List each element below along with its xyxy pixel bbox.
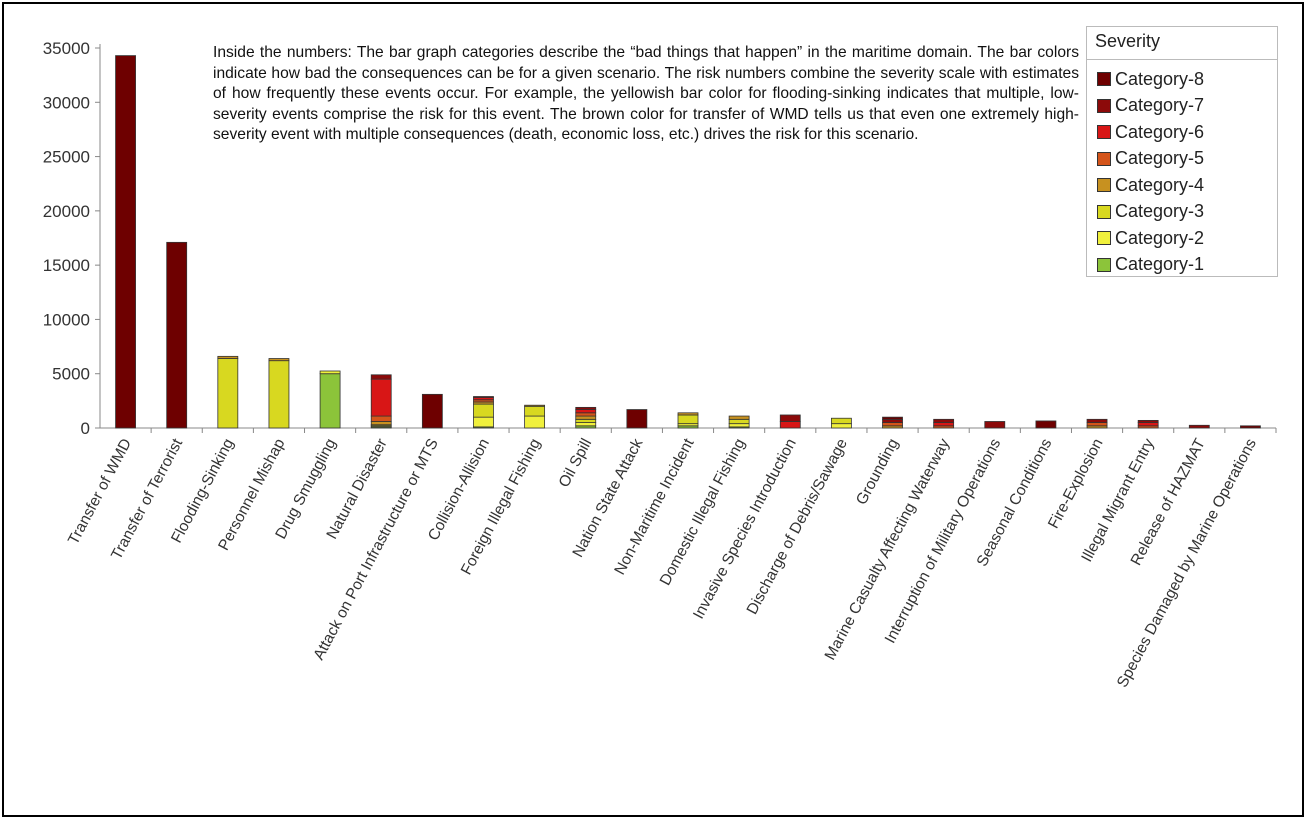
legend-swatch [1097,125,1111,139]
legend-label: Category-3 [1115,201,1205,221]
bar-segment-category-3 [217,358,239,429]
legend-swatch [1097,231,1111,245]
bar-segment-category-4 [524,404,546,407]
bar-segment-category-7 [1086,418,1108,423]
legend-title: Severity [1095,31,1161,51]
legend-item-category-3: Category-3 [1097,200,1204,224]
bar-segment-category-8 [1240,425,1261,429]
bar-segment-category-6 [779,421,801,429]
legend-swatch [1097,98,1111,113]
bar-segment-category-5 [1086,422,1108,427]
bar-segment-category-7 [882,418,903,423]
x-tick-label: Fire-Explosion [1045,436,1107,531]
bar-segment-category-3 [268,360,290,429]
bar-segment-category-3 [677,414,699,425]
bar-segment-category-4 [575,415,597,420]
bar-segment-category-7 [984,421,1006,429]
x-tick-label: Discharge of Debris/Sawage [744,436,851,617]
bar-segment-category-8 [1035,420,1057,429]
legend-swatch [1097,151,1111,166]
legend-label: Category-1 [1115,254,1205,274]
bar-segment-category-2 [319,370,341,375]
bar-segment-category-8 [115,55,136,429]
legend: Severity Category-8 Category-7 Category-6 C… [1086,26,1278,277]
bar-segment-category-8 [626,409,648,429]
y-tick-label: 35000 [43,39,90,58]
legend-item-category-7: Category-7 [1097,94,1204,118]
legend-swatch [1097,204,1111,219]
y-tick-label: 15000 [43,256,90,275]
legend-divider [1087,59,1277,60]
y-tick-label: 30000 [43,93,90,112]
legend-label: Category-7 [1115,95,1205,115]
chart-annotation: Inside the numbers: The bar graph catego… [213,44,1079,143]
bar-segment-category-8 [421,393,443,429]
legend-item-category-2: Category-2 [1097,226,1204,250]
bar-segment-category-3 [524,405,546,417]
legend-swatch [1097,257,1111,272]
bar-segment-category-7 [473,396,494,398]
legend-swatch [1097,178,1111,192]
bar-segment-category-1 [319,373,341,429]
x-tick-label: Grounding [853,436,902,508]
bar-segment-category-3 [728,418,750,425]
legend-label: Category-4 [1115,174,1205,195]
bar-segment-category-5 [575,412,597,417]
bar-segment-category-8 [166,241,188,429]
legend-item-category-8: Category-8 [1097,67,1204,91]
legend-item-category-5: Category-5 [1097,147,1204,171]
legend-swatch [1097,72,1111,86]
bar-segment-category-7 [370,374,392,380]
y-tick-label: 0 [81,419,90,438]
bar-segment-category-7 [933,418,955,423]
legend-label: Category-2 [1115,227,1205,248]
bar-segment-category-6 [370,378,392,417]
bar-segment-category-7 [575,406,597,410]
bar-segment-category-7 [779,414,801,422]
y-tick-label: 5000 [52,365,90,384]
bar-segment-category-5 [370,415,392,422]
legend-label: Category-6 [1115,121,1205,142]
y-tick-labels: 0 5000 10000 15000 20000 25000 30000 35000 [43,39,90,438]
bar-segment-category-2 [728,423,750,428]
legend-item-category-6: Category-6 [1097,120,1204,144]
bar-segment-category-8 [882,416,903,420]
bar-segment-category-2 [575,422,597,427]
y-tick-label: 20000 [43,202,90,221]
legend-label: Category-5 [1115,148,1205,168]
bar-segment-category-4 [728,415,750,420]
bar-segment-category-6 [933,422,955,427]
bar-segment-category-2 [524,415,546,429]
legend-item-category-4: Category-4 [1097,173,1204,197]
legend-item-category-1: Category-1 [1097,253,1204,277]
bar-segment-category-2 [830,423,852,429]
bar-segment-category-2 [473,416,494,428]
bar-segment-category-7 [1188,424,1210,429]
bar-segment-category-6 [1137,422,1159,427]
bar-segment-category-4 [217,355,239,359]
bar-segment-category-4 [677,412,699,416]
y-tick-label: 10000 [43,310,90,329]
bar-segment-category-4 [370,421,392,426]
bar-segment-category-3 [575,418,597,423]
bar-segment-category-3 [830,417,852,425]
bar-segment-category-3 [473,403,494,418]
x-tick-label: Oil Spill [556,436,596,490]
bar-segment-category-7 [1137,419,1159,423]
y-tick-label: 25000 [43,148,90,167]
bar-segment-category-4 [268,358,290,362]
bar-segment-category-6 [575,409,597,414]
chart-bars [115,55,1261,429]
legend-label: Category-8 [1115,68,1205,89]
bar-segment-category-5 [882,422,903,427]
x-tick-label: Invasive Species Introduction [690,436,800,622]
